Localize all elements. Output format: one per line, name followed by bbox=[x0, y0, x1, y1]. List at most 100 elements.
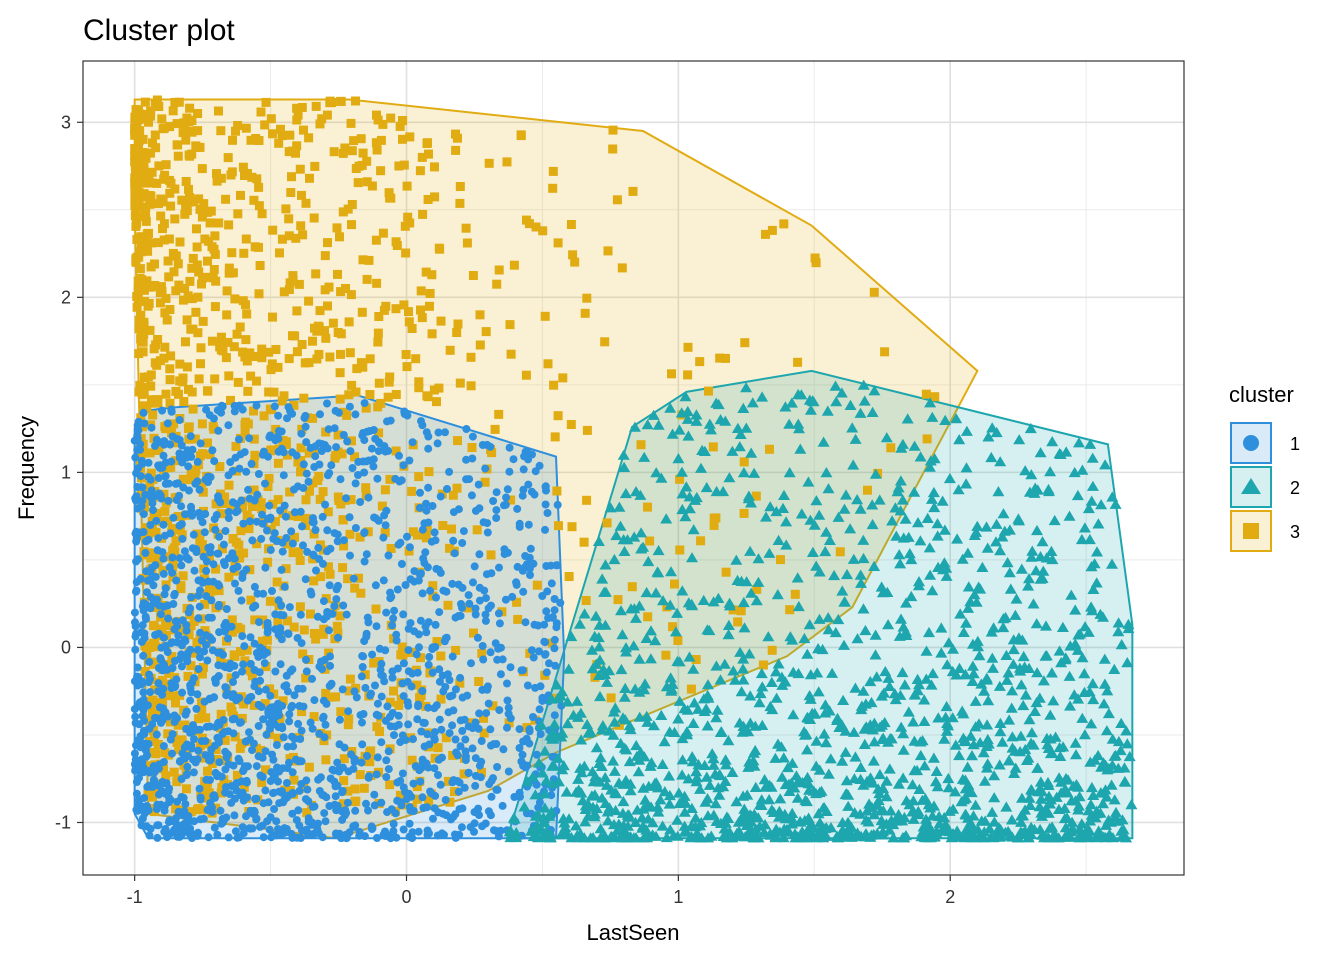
cluster-1-point bbox=[408, 669, 417, 678]
cluster-2-point bbox=[676, 488, 689, 499]
cluster-3-point bbox=[372, 145, 382, 155]
cluster-2-point bbox=[847, 459, 860, 470]
cluster-3-point bbox=[198, 487, 208, 497]
cluster-3-point bbox=[148, 138, 157, 148]
cluster-3-point bbox=[767, 645, 777, 655]
cluster-2-point bbox=[885, 814, 898, 825]
cluster-3-point bbox=[314, 471, 324, 481]
cluster-2-point bbox=[1002, 667, 1015, 678]
cluster-3-point bbox=[317, 114, 327, 124]
cluster-2-point bbox=[637, 541, 650, 552]
cluster-1-point bbox=[448, 652, 457, 661]
cluster-1-point bbox=[159, 742, 168, 751]
cluster-2-point bbox=[884, 733, 897, 744]
cluster-3-point bbox=[197, 164, 207, 174]
cluster-1-point bbox=[189, 530, 198, 539]
cluster-2-point bbox=[717, 781, 730, 792]
cluster-2-point bbox=[755, 667, 768, 679]
cluster-1-point bbox=[306, 587, 315, 596]
cluster-1-point bbox=[481, 610, 490, 619]
cluster-2-point bbox=[914, 749, 927, 761]
cluster-3-point bbox=[433, 743, 443, 753]
cluster-1-point bbox=[384, 765, 393, 774]
cluster-3-point bbox=[154, 446, 164, 455]
cluster-2-point bbox=[1076, 652, 1089, 663]
cluster-2-point bbox=[1078, 729, 1091, 740]
cluster-3-point bbox=[231, 126, 240, 136]
cluster-3-point bbox=[232, 329, 242, 339]
cluster-2-point bbox=[887, 832, 900, 843]
cluster-1-point bbox=[312, 566, 320, 575]
cluster-3-point bbox=[335, 368, 345, 378]
cluster-2-point bbox=[865, 829, 878, 840]
cluster-2-point bbox=[993, 759, 1006, 770]
cluster-3-point bbox=[389, 686, 398, 696]
cluster-2-point bbox=[713, 769, 726, 780]
cluster-2-point bbox=[737, 596, 750, 608]
cluster-1-point bbox=[219, 650, 227, 659]
cluster-3-point bbox=[173, 151, 183, 161]
cluster-3-point bbox=[203, 256, 212, 266]
cluster-3-point bbox=[333, 430, 343, 440]
cluster-1-point bbox=[492, 740, 501, 748]
cluster-1-point bbox=[143, 751, 152, 760]
cluster-1-point bbox=[200, 647, 209, 656]
cluster-1-point bbox=[189, 768, 198, 777]
cluster-1-point bbox=[445, 467, 454, 476]
cluster-1-point bbox=[309, 550, 318, 559]
cluster-1-point bbox=[350, 755, 359, 763]
cluster-2-point bbox=[1003, 567, 1016, 578]
cluster-3-point bbox=[344, 686, 354, 696]
cluster-1-point bbox=[286, 406, 294, 415]
cluster-2-point bbox=[560, 786, 573, 797]
cluster-3-point bbox=[177, 530, 187, 540]
cluster-2-point bbox=[808, 708, 821, 719]
cluster-1-point bbox=[182, 626, 191, 635]
cluster-3-point bbox=[231, 441, 241, 451]
cluster-2-point bbox=[574, 828, 587, 839]
cluster-3-point bbox=[136, 488, 146, 497]
cluster-1-point bbox=[552, 561, 561, 570]
cluster-1-point bbox=[277, 444, 286, 453]
cluster-1-point bbox=[536, 730, 545, 739]
cluster-1-point bbox=[285, 717, 294, 726]
cluster-1-point bbox=[377, 692, 386, 701]
cluster-3-point bbox=[196, 359, 205, 369]
cluster-3-point bbox=[242, 169, 252, 178]
cluster-3-point bbox=[384, 188, 394, 198]
cluster-1-point bbox=[439, 586, 448, 595]
cluster-2-point bbox=[548, 718, 561, 729]
cluster-2-point bbox=[913, 679, 925, 690]
cluster-3-point bbox=[270, 517, 280, 527]
cluster-2-point bbox=[894, 689, 907, 700]
cluster-3-point bbox=[480, 477, 490, 487]
cluster-3-point bbox=[275, 248, 284, 258]
cluster-2-point bbox=[854, 761, 867, 772]
cluster-1-point bbox=[186, 645, 195, 654]
cluster-1-point bbox=[448, 579, 457, 588]
cluster-1-point bbox=[458, 726, 467, 735]
cluster-3-point bbox=[174, 389, 183, 399]
cluster-3-point bbox=[209, 424, 219, 434]
cluster-3-point bbox=[132, 235, 142, 244]
cluster-1-point bbox=[245, 517, 254, 526]
cluster-3-point bbox=[336, 349, 345, 359]
cluster-3-point bbox=[343, 720, 353, 730]
cluster-1-point bbox=[258, 773, 267, 781]
cluster-1-point bbox=[381, 646, 390, 655]
cluster-2-point bbox=[1037, 675, 1050, 686]
cluster-1-point bbox=[285, 758, 293, 767]
cluster-3-point bbox=[152, 508, 162, 518]
cluster-2-point bbox=[669, 626, 682, 637]
cluster-3-point bbox=[477, 649, 487, 658]
cluster-3-point bbox=[332, 223, 342, 233]
cluster-1-point bbox=[205, 722, 214, 731]
cluster-1-point bbox=[242, 467, 251, 476]
cluster-2-point bbox=[1119, 776, 1132, 787]
cluster-3-point bbox=[316, 572, 326, 582]
cluster-3-point bbox=[168, 572, 178, 582]
cluster-3-point bbox=[417, 152, 427, 162]
cluster-2-point bbox=[556, 686, 569, 697]
